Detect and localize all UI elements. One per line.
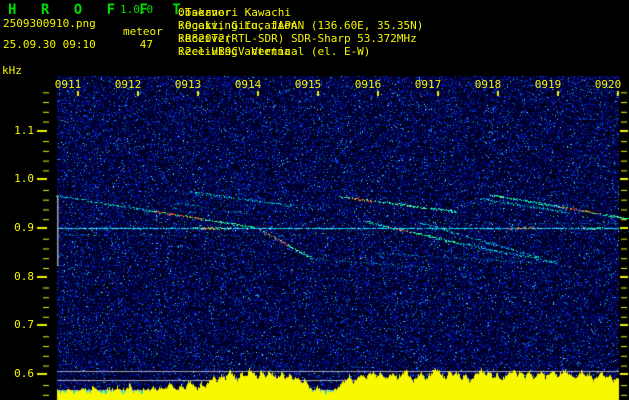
freq-label: 1.1 bbox=[14, 124, 34, 137]
freq-label: 1.0 bbox=[14, 172, 34, 185]
info-label: Observer bbox=[178, 6, 231, 19]
time-label: 0916 bbox=[354, 78, 382, 91]
time-label: 0917 bbox=[414, 78, 442, 91]
time-label: 0911 bbox=[54, 78, 82, 91]
freq-label: 0.7 bbox=[14, 318, 34, 331]
info-value: R820T2(RTL-SDR) SDR-Sharp 53.372MHz bbox=[185, 32, 417, 45]
freq-label: 0.6 bbox=[14, 367, 34, 380]
freq-axis-unit: kHz bbox=[2, 64, 22, 77]
observation-datetime: 25.09.30 09:10 bbox=[3, 38, 96, 51]
info-value: 2el-HB9CV Vertical (el. E-W) bbox=[185, 45, 371, 58]
info-label: Receiving Location bbox=[178, 19, 298, 32]
info-colon: : bbox=[178, 6, 185, 19]
time-label: 0915 bbox=[294, 78, 322, 91]
time-label: 0920 bbox=[594, 78, 622, 91]
info-colon: : bbox=[178, 32, 185, 45]
meteor-echo-count: 47 bbox=[139, 38, 153, 51]
info-label: Receiver bbox=[178, 32, 231, 45]
info-label: Receiving antenna bbox=[178, 45, 291, 58]
info-value: Ogaki, Gifu, JAPAN (136.60E, 35.35N) bbox=[185, 19, 424, 32]
time-label: 0912 bbox=[114, 78, 142, 91]
app-title: H R O F F T bbox=[8, 2, 189, 18]
time-label: 0918 bbox=[474, 78, 502, 91]
time-label: 0914 bbox=[234, 78, 262, 91]
observation-mode: meteor bbox=[123, 25, 163, 38]
info-colon: : bbox=[178, 45, 185, 58]
freq-label: 0.9 bbox=[14, 221, 34, 234]
time-label: 0919 bbox=[534, 78, 562, 91]
info-value: Takanori Kawachi bbox=[185, 6, 291, 19]
info-colon: : bbox=[178, 19, 185, 32]
time-label: 0913 bbox=[174, 78, 202, 91]
freq-label: 0.8 bbox=[14, 270, 34, 283]
output-filename: 2509300910.png bbox=[3, 17, 96, 30]
app-version: 1.0.0 bbox=[120, 3, 154, 16]
